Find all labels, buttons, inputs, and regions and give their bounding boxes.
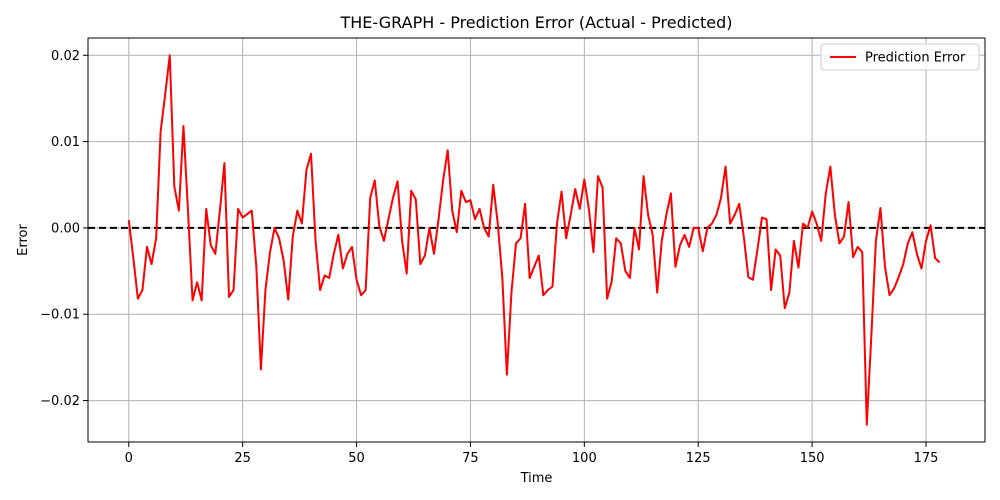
y-tick-label: 0.00: [51, 221, 80, 236]
x-tick-label: 75: [462, 451, 479, 466]
x-tick-label: 100: [572, 451, 597, 466]
x-axis-label: Time: [520, 471, 553, 486]
x-axis: 0 25 50 75 100 125 150 175: [125, 442, 939, 466]
y-tick-label: 0.01: [51, 135, 80, 150]
series-line-prediction-error: [127, 54, 941, 426]
legend-label-prediction-error: Prediction Error: [865, 51, 966, 66]
plot-frame: [87, 37, 986, 443]
y-axis-label: Error: [16, 224, 31, 256]
x-tick-label: 50: [348, 451, 365, 466]
x-grid: [128, 38, 927, 442]
legend-box: [820, 43, 980, 71]
x-tick-label: 125: [686, 451, 711, 466]
x-tick-label: 0: [125, 451, 133, 466]
x-tick-label: 175: [914, 451, 939, 466]
x-tick-label: 25: [234, 451, 251, 466]
y-tick-label: −0.01: [40, 308, 80, 323]
y-axis: −0.02 −0.01 0.00 0.01 0.02: [40, 49, 88, 409]
x-tick-label: 150: [800, 451, 825, 466]
y-tick-label: 0.02: [51, 49, 80, 64]
y-tick-label: −0.02: [40, 394, 80, 409]
legend: Prediction Error: [820, 43, 980, 71]
chart-title: THE-GRAPH - Prediction Error (Actual - P…: [339, 13, 732, 32]
